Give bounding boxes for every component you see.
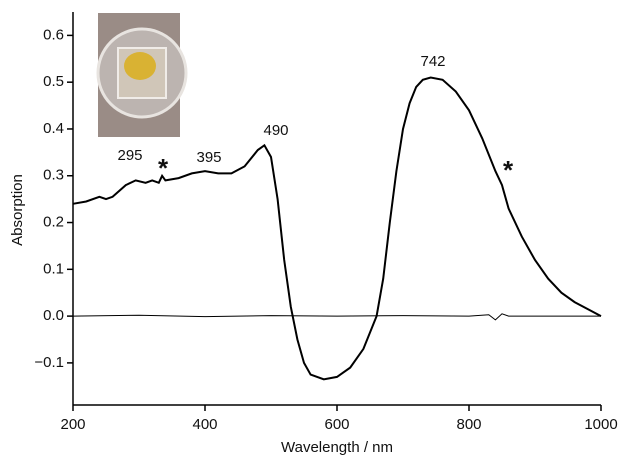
inset-photo [96, 13, 188, 137]
y-axis-label: Absorption [9, 174, 26, 246]
annotation: 395 [196, 149, 221, 166]
annotation: 490 [263, 122, 288, 139]
series-line [72, 313, 601, 321]
y-tick-label: 0.4 [43, 120, 64, 137]
y-tick-label: 0.3 [43, 167, 64, 184]
annotation: 742 [420, 53, 445, 70]
annotation: * [158, 153, 169, 183]
y-tick-label: −0.1 [34, 354, 64, 371]
series-line [72, 76, 602, 381]
y-tick-label: 0.6 [43, 26, 64, 43]
x-tick-label: 600 [324, 416, 349, 433]
x-tick-label: 200 [60, 416, 85, 433]
x-axis-label: Wavelength / nm [281, 439, 393, 456]
y-tick-label: 0.2 [43, 214, 64, 231]
annotation: 295 [117, 147, 142, 164]
y-tick-label: 0.1 [43, 260, 64, 277]
y-tick-label: 0.5 [43, 73, 64, 90]
y-tick-label: 0.0 [43, 307, 64, 324]
x-tick-label: 400 [192, 416, 217, 433]
x-tick-label: 800 [456, 416, 481, 433]
annotation: * [503, 155, 514, 185]
x-tick-label: 1000 [584, 416, 617, 433]
